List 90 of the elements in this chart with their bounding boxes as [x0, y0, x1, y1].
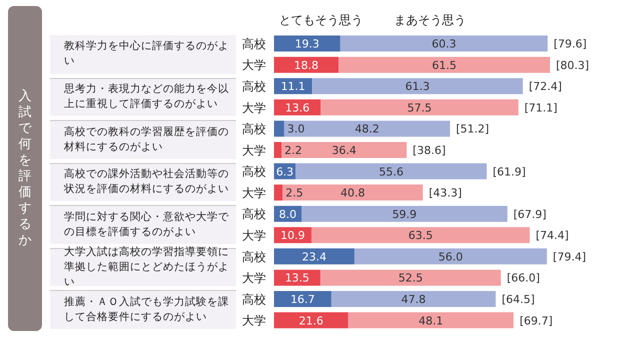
total-label: [64.5]: [502, 292, 535, 306]
bar: [340, 36, 548, 52]
total-label: [38.6]: [412, 144, 446, 157]
bar: [312, 78, 523, 94]
bar: [274, 56, 339, 73]
text: 思考力・表現力などの能力を今以上に重視して評価するのがよい: [64, 82, 230, 112]
bar: [311, 227, 530, 244]
data-label: 55.6: [378, 165, 404, 178]
bar: [274, 184, 283, 201]
data-label: 56.0: [438, 250, 463, 264]
data-label: 21.6: [298, 314, 324, 328]
text: 大学入試は高校の学習指導要領に準拠した範囲にとどめたほうがよい: [64, 245, 230, 290]
bar: [348, 312, 514, 328]
bar: [354, 248, 547, 264]
data-label: 40.8: [340, 186, 365, 200]
total-label: [61.9]: [492, 165, 526, 178]
y-tick-label: 大学: [242, 143, 266, 158]
total-label: [74.4]: [536, 229, 569, 242]
bar: [282, 184, 423, 201]
y-tick-label: 大学: [242, 314, 266, 328]
data-label: 61.3: [405, 80, 430, 94]
text: 学問に対する関心・意欲や大学での目標を評価するのがよい: [64, 210, 230, 240]
bar: [331, 290, 496, 307]
text: 教科学力を中心に評価するのがよい: [64, 39, 230, 70]
data-label: 2.2: [284, 144, 302, 157]
series-label: まあそう思う: [394, 12, 466, 29]
data-label: 48.1: [418, 314, 444, 328]
text: 高校での教科の学習履歴を評価の材料にするのがよい: [64, 124, 230, 155]
data-label: 13.6: [285, 101, 310, 114]
y-tick-label: 大学: [242, 271, 266, 286]
bar: [274, 120, 284, 137]
y-tick-label: 高校: [242, 36, 266, 51]
total-label: [51.2]: [456, 122, 490, 136]
total-label: [79.4]: [552, 250, 586, 264]
y-tick-label: 大学: [242, 186, 266, 200]
bar: [320, 270, 501, 286]
y-tick-label: 大学: [242, 58, 266, 72]
data-label: 2.5: [286, 186, 304, 200]
bar: [296, 163, 487, 180]
total-label: [80.3]: [556, 58, 590, 72]
data-label: 8.0: [279, 208, 296, 221]
text: 入試で何を評価するか: [18, 88, 32, 248]
y-tick-label: 高校: [242, 164, 266, 179]
series-label: とてもそう思う: [279, 12, 363, 29]
bar: [274, 142, 282, 158]
data-label: 23.4: [302, 250, 326, 264]
data-label: 52.5: [398, 272, 423, 285]
bar: [274, 312, 348, 328]
data-label: 60.3: [432, 38, 456, 51]
data-label: 3.0: [287, 122, 305, 136]
bar: [274, 270, 320, 286]
bar: [284, 120, 450, 137]
data-label: 61.5: [432, 58, 457, 72]
bar: [320, 99, 518, 116]
y-tick-label: 高校: [242, 292, 266, 306]
total-label: [79.6]: [554, 38, 587, 51]
data-label: 63.5: [408, 229, 433, 242]
bar: [301, 206, 508, 222]
bar: [274, 36, 340, 52]
y-tick-label: 高校: [242, 79, 266, 94]
text: 高校での課外活動や社会活動等の状況を評価の材料にするのがよい: [64, 167, 230, 198]
bar: [274, 248, 354, 264]
data-label: 57.5: [407, 101, 432, 114]
total-label: [43.3]: [428, 186, 462, 200]
total-label: [67.9]: [513, 208, 546, 221]
total-label: [69.7]: [520, 314, 553, 328]
data-label: 11.1: [280, 80, 306, 94]
total-label: [72.4]: [528, 80, 562, 94]
y-tick-label: 大学: [242, 228, 266, 242]
data-label: 6.3: [276, 165, 294, 178]
data-label: 48.2: [354, 122, 380, 136]
data-label: 19.3: [294, 38, 320, 51]
data-label: 13.5: [284, 272, 310, 285]
total-label: [71.1]: [524, 101, 558, 114]
data-label: 16.7: [290, 292, 315, 306]
y-tick-label: 高校: [242, 250, 266, 264]
bar: [274, 290, 332, 307]
y-tick-label: 大学: [242, 100, 266, 115]
bar: [274, 78, 312, 94]
y-tick-label: 高校: [242, 122, 266, 136]
y-tick-label: 高校: [242, 207, 266, 222]
text: 推薦・ＡＯ入試でも学力試験を課して合格要件にするのがよい: [64, 295, 230, 326]
data-label: 36.4: [332, 144, 356, 157]
bar: [282, 142, 407, 158]
data-label: 10.9: [280, 229, 305, 242]
data-label: 59.9: [392, 208, 417, 221]
total-label: [66.0]: [506, 272, 540, 285]
data-label: 18.8: [294, 58, 319, 72]
data-label: 47.8: [401, 292, 426, 306]
bar: [338, 56, 550, 73]
